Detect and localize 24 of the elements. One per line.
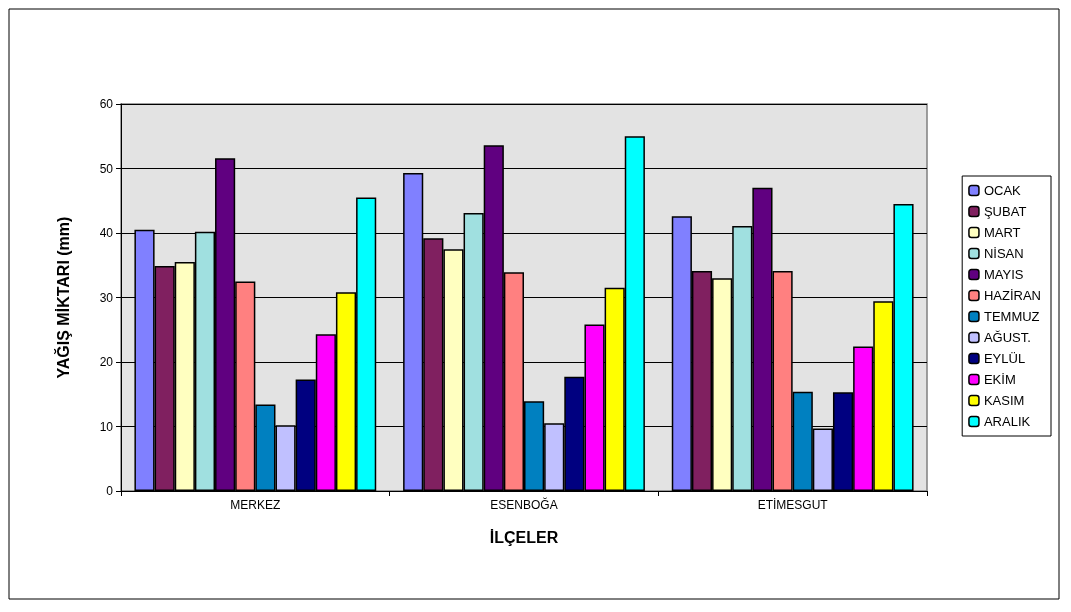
y-tick-label: 50 <box>99 161 114 176</box>
legend-label: NİSAN <box>983 246 1024 261</box>
y-axis-title: YAĞIŞ MİKTARI (mm) <box>53 216 72 379</box>
legend-label: MAYIS <box>983 267 1024 282</box>
y-tick-label: 0 <box>106 484 114 498</box>
legend-label: EYLÜL <box>983 351 1026 366</box>
x-axis-title: İLÇELER <box>489 528 559 546</box>
x-tick-label: ETİMESGUT <box>757 498 829 512</box>
legend-label: ŞUBAT <box>983 204 1027 219</box>
x-tick-label: MERKEZ <box>230 498 281 512</box>
legend-label: EKİM <box>983 372 1016 387</box>
y-tick-label: 40 <box>99 226 114 240</box>
x-tick-label: ESENBOĞA <box>490 497 558 512</box>
legend-label: HAZİRAN <box>983 288 1041 303</box>
y-tick-label: 20 <box>99 355 114 369</box>
y-tick-label: 10 <box>99 419 114 434</box>
legend-label: ARALIK <box>983 414 1031 429</box>
legend-label: OCAK <box>983 183 1022 198</box>
y-tick-label: 30 <box>99 290 114 305</box>
legend-label: MART <box>983 225 1021 240</box>
y-tick-label: 60 <box>99 97 114 111</box>
legend-label: TEMMUZ <box>983 309 1040 324</box>
legend-label: AĞUST. <box>983 330 1031 345</box>
legend-label: KASIM <box>983 393 1025 408</box>
